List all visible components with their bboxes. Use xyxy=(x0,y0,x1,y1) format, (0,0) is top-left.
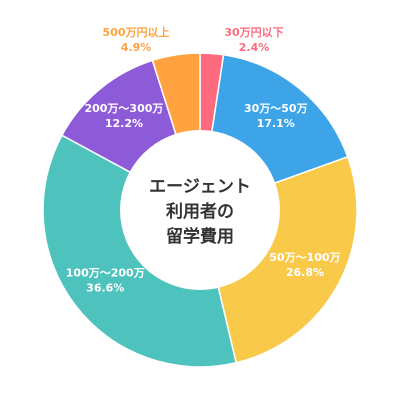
center-hole xyxy=(120,130,280,290)
slice-percent-3: 36.6% xyxy=(86,282,124,295)
center-title-line-3: 留学費用 xyxy=(166,226,234,247)
labels-layer: 30万円以下 2.4% 30万～50万 17.1% 50万～100万 26.8% 100万～… xyxy=(66,25,341,295)
slice-percent-0: 2.4% xyxy=(239,41,270,54)
slice-percent-4: 12.2% xyxy=(105,117,143,130)
slice-category-5: 500万円以上 xyxy=(103,25,170,39)
slice-category-2: 50万～100万 xyxy=(269,251,340,264)
slice-label-4: 200万～300万 12.2% xyxy=(84,102,163,130)
center-title-line-1: エージェント xyxy=(149,177,251,197)
slice-label-3: 100万～200万 36.6% xyxy=(66,267,145,295)
slice-label-1: 30万～50万 17.1% xyxy=(244,102,308,130)
slice-percent-2: 26.8% xyxy=(286,266,324,279)
slice-label-0: 30万円以下 2.4% xyxy=(224,26,283,54)
slice-category-0: 30万円以下 xyxy=(224,26,283,39)
slice-label-5: 500万円以上 4.9% xyxy=(103,25,170,54)
slice-label-2: 50万～100万 26.8% xyxy=(269,251,340,279)
slice-percent-5: 4.9% xyxy=(121,41,152,54)
slice-category-4: 200万～300万 xyxy=(84,102,163,115)
slice-percent-1: 17.1% xyxy=(257,117,295,130)
slice-category-3: 100万～200万 xyxy=(66,267,145,280)
slice-category-1: 30万～50万 xyxy=(244,102,308,115)
center-title-line-2: 利用者の xyxy=(166,201,234,222)
